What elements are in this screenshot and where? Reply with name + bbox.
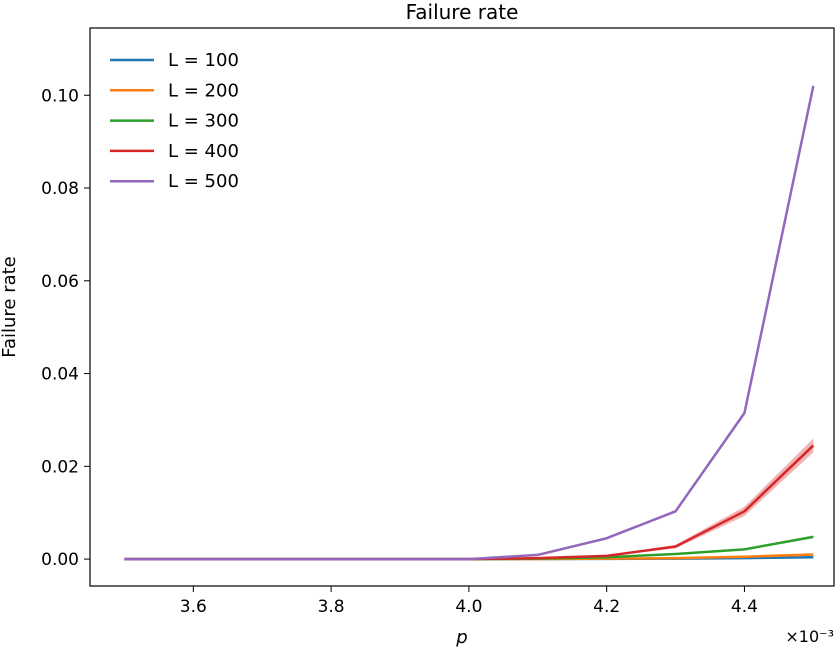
y-axis-label: Failure rate [0,256,20,358]
x-tick-label: 4.2 [593,597,620,617]
x-axis-ticks: 3.6 3.8 4.0 4.2 4.4 [180,586,758,617]
x-tick-label: 4.4 [731,597,758,617]
y-tick-label: 0.06 [41,272,79,292]
legend-entry: L = 400 [168,141,239,162]
series-line [124,85,815,561]
x-tick-label: 3.6 [180,597,207,617]
plot-frame [89,27,835,587]
chart-title: Failure rate [406,0,519,24]
legend-entry: L = 500 [168,171,239,192]
x-tick-label: 4.0 [455,597,482,617]
y-tick-label: 0.10 [41,86,79,106]
legend: L = 100 L = 200 L = 300 L = 400 L = 500 [110,50,239,192]
legend-entry: L = 100 [168,50,239,71]
plot-area [90,28,834,586]
legend-entry: L = 200 [168,80,239,101]
y-axis-ticks: 0.00 0.02 0.04 0.06 0.08 0.10 [41,86,90,570]
y-tick-label: 0.00 [41,550,79,570]
legend-entry: L = 300 [168,111,239,132]
y-tick-label: 0.08 [41,179,79,199]
series-lines [124,85,815,561]
x-tick-label: 3.8 [318,597,345,617]
x-axis-label: p [455,627,467,647]
x-axis-multiplier: ×10⁻³ [785,627,834,646]
y-tick-label: 0.04 [41,365,79,385]
y-tick-label: 0.02 [41,457,79,477]
